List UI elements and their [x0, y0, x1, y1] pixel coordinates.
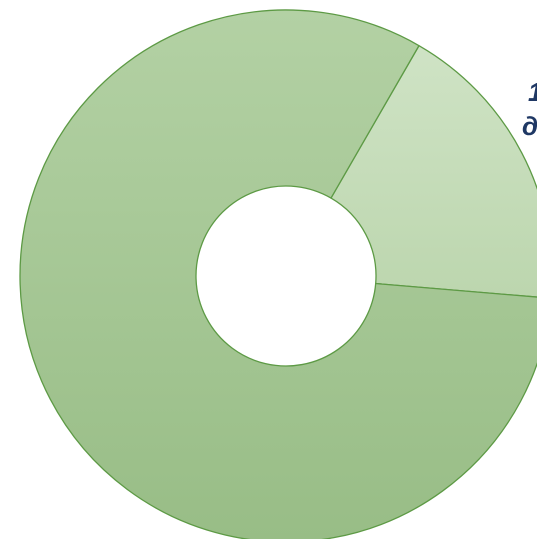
clipped-text-line-2: д: [522, 111, 537, 141]
clipped-text-line-1: 1: [528, 79, 537, 105]
donut-slice-1: [330, 44, 537, 298]
donut-slices: [19, 9, 537, 539]
donut-slice-2: [19, 9, 537, 539]
